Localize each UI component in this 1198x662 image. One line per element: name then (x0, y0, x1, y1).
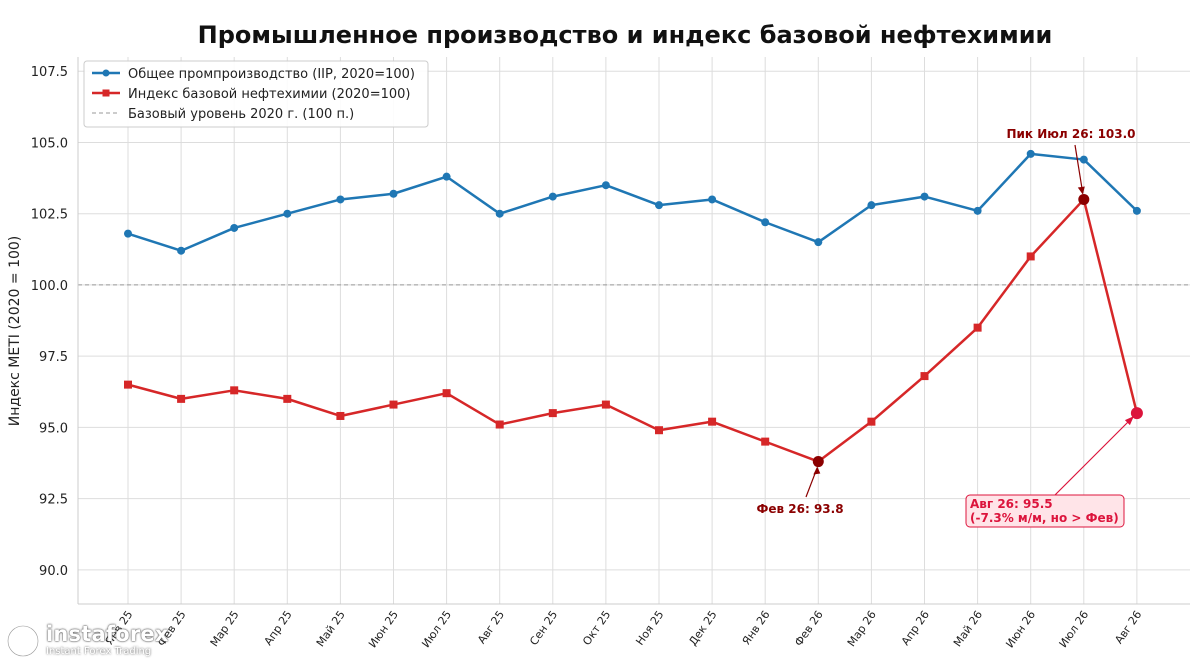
peak-marker (1078, 193, 1090, 205)
x-tick-label: Авг 26 (1112, 608, 1144, 646)
data-point-petrochem (708, 417, 717, 426)
x-tick-label: Дек 25 (686, 608, 719, 648)
watermark: instaforex Instant Forex Trading (6, 624, 169, 658)
data-point-iip (1079, 155, 1088, 164)
x-tick-label: Мар 26 (845, 608, 879, 649)
y-tick-label: 107.5 (31, 65, 68, 80)
watermark-tagline: Instant Forex Trading (46, 646, 152, 657)
data-point-iip (177, 246, 186, 255)
latest-label-line2: (-7.3% м/м, но > Фев) (970, 511, 1119, 525)
trough-arrowhead (813, 466, 821, 475)
x-tick-label: Июл 26 (1057, 608, 1092, 650)
x-tick-label: Июл 25 (419, 608, 454, 650)
data-point-iip (814, 238, 823, 247)
legend-label-petrochem: Индекс базовой нефтехимии (2020=100) (128, 87, 410, 102)
watermark-brand: instaforex (46, 622, 169, 646)
data-point-iip (495, 209, 504, 218)
data-point-iip (336, 195, 345, 204)
data-point-petrochem (548, 409, 557, 418)
x-tick-label: Июн 25 (366, 608, 401, 650)
x-tick-label: Фев 26 (792, 608, 826, 648)
data-point-petrochem (230, 386, 239, 395)
data-point-iip (708, 195, 717, 204)
data-point-iip (655, 201, 663, 210)
y-tick-label: 95.0 (39, 421, 68, 436)
data-point-iip (124, 229, 132, 238)
data-point-iip (920, 192, 929, 201)
x-tick-label: Окт 25 (580, 608, 613, 648)
data-point-iip (1026, 149, 1035, 158)
latest-label-box (965, 494, 1125, 528)
x-tick-label: Апр 26 (899, 608, 932, 648)
legend-label-baseline: Базовый уровень 2020 г. (100 п.) (128, 107, 354, 122)
data-point-petrochem (1026, 252, 1035, 261)
data-point-petrochem (177, 394, 186, 403)
latest-label-line1: Авг 26: 95.5 (970, 497, 1053, 511)
instaforex-logo-icon (6, 624, 40, 658)
data-point-iip (601, 181, 610, 190)
y-tick-label: 97.5 (39, 350, 68, 365)
data-point-iip (973, 206, 982, 215)
data-point-petrochem (920, 372, 929, 381)
peak-label: Пик Июл 26: 103.0 (1006, 127, 1135, 141)
legend-marker-petrochem (102, 89, 110, 97)
x-tick-label: Сен 25 (527, 608, 560, 648)
data-point-petrochem (761, 437, 770, 446)
x-tick-label: Мар 25 (208, 608, 242, 649)
data-point-petrochem (973, 323, 982, 332)
x-tick-label: Апр 25 (262, 608, 295, 648)
annotations: Фев 26: 93.8 Пик Июл 26: 103.0 Авг 26: 95.… (756, 127, 1143, 528)
data-point-iip (1132, 206, 1141, 215)
x-tick-label: Янв 26 (740, 608, 773, 647)
data-point-iip (442, 172, 451, 181)
y-tick-label: 105.0 (31, 136, 68, 151)
legend-marker-iip (102, 69, 110, 77)
data-point-iip (389, 189, 398, 198)
peak-arrowhead (1077, 186, 1085, 195)
data-point-petrochem (442, 389, 451, 398)
legend-label-iip: Общее промпроизводство (IIP, 2020=100) (128, 67, 415, 82)
chart-title: Промышленное производство и индекс базов… (198, 21, 1053, 49)
legend: Общее промпроизводство (IIP, 2020=100) И… (83, 60, 429, 128)
data-point-iip (283, 209, 292, 218)
x-tick-label: Май 26 (951, 608, 985, 649)
data-point-petrochem (336, 411, 345, 420)
data-point-iip (867, 201, 876, 210)
data-point-petrochem (655, 426, 663, 435)
series-line-iip (127, 152, 1138, 252)
x-tick-label: Ноя 25 (633, 608, 666, 648)
data-point-iip (548, 192, 557, 201)
series (124, 149, 1141, 466)
data-point-petrochem (389, 400, 398, 409)
trough-marker (812, 456, 824, 468)
y-tick-label: 92.5 (39, 493, 68, 508)
x-tick-label: Июн 26 (1003, 608, 1038, 650)
data-point-petrochem (601, 400, 610, 409)
data-point-iip (761, 218, 770, 227)
data-point-petrochem (867, 417, 876, 426)
y-axis-label: Индекс METI (2020 = 100) (7, 236, 23, 426)
latest-arrow (1054, 416, 1134, 496)
y-tick-label: 100.0 (31, 279, 68, 294)
data-point-petrochem (283, 394, 292, 403)
x-tick-label: Май 25 (314, 608, 348, 649)
data-point-iip (230, 223, 239, 232)
y-tick-label: 90.0 (39, 564, 68, 579)
peak-arrow (1074, 144, 1084, 194)
axes: 90.0 92.5 95.0 97.5 100.0 102.5 105.0 107.5 Янв … (31, 57, 1190, 650)
trough-label: Фев 26: 93.8 (756, 502, 843, 516)
series-line-petrochem (127, 198, 1139, 463)
data-point-petrochem (495, 420, 504, 429)
legend-box (83, 60, 429, 128)
latest-arrowhead (1124, 416, 1134, 426)
data-point-petrochem (124, 380, 132, 389)
y-tick-label: 102.5 (31, 208, 68, 223)
x-tick-label: Авг 25 (475, 608, 507, 646)
